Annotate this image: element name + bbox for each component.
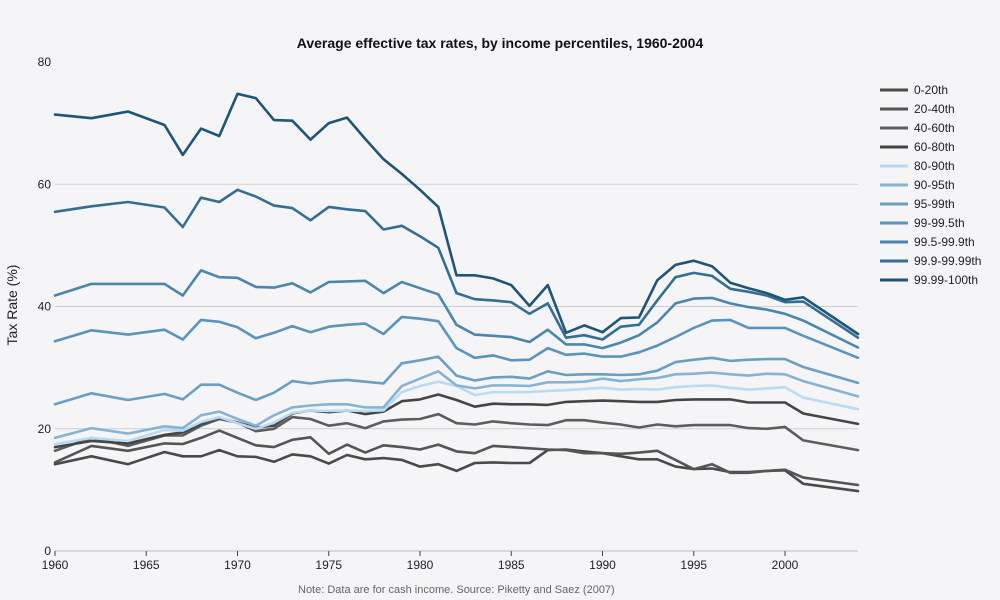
series-line-99.99-100th (53, 92, 860, 336)
series-line-0-20th (53, 448, 860, 493)
x-tick-label: 1990 (589, 558, 616, 572)
chart-title: Average effective tax rates, by income p… (297, 35, 704, 51)
y-tick-label: 40 (38, 300, 52, 314)
legend-label: 99.9-99.99th (914, 254, 981, 268)
x-tick-label: 2000 (772, 558, 799, 572)
x-tick-label: 1970 (224, 558, 251, 572)
legend-label: 20-40th (914, 102, 955, 116)
legend-label: 60-80th (914, 140, 955, 154)
legend-label: 40-60th (914, 121, 955, 135)
legend-label: 99.99-100th (914, 273, 978, 287)
series-line-95-99th (53, 355, 860, 406)
x-axis-ticks: 1960 1965 1970 1975 1980 1985 1990 1995 2000 (42, 550, 858, 572)
legend-label: 0-20th (914, 83, 948, 97)
legend-label: 80-90th (914, 159, 955, 173)
legend-label: 99.5-99.9th (914, 235, 975, 249)
series-lines (53, 92, 860, 493)
series-line-99-99.5th (53, 315, 860, 362)
series-line-20-40th (53, 429, 860, 487)
legend-label: 90-95th (914, 178, 955, 192)
x-tick-label: 1980 (407, 558, 434, 572)
series-line-99.5-99.9th (53, 269, 860, 350)
series-line-90-95th (53, 369, 860, 440)
x-tick-label: 1985 (498, 558, 525, 572)
legend-label: 95-99th (914, 197, 955, 211)
y-tick-label: 60 (38, 177, 52, 191)
y-tick-label: 80 (38, 55, 52, 69)
y-axis-ticks: 0 20 40 60 80 (38, 55, 52, 558)
x-tick-label: 1960 (42, 558, 69, 572)
y-axis-label: Tax Rate (%) (4, 265, 20, 346)
legend-label: 99-99.5th (914, 216, 965, 230)
x-tick-label: 1995 (680, 558, 707, 572)
y-tick-label: 20 (38, 422, 52, 436)
series-line-99.9-99.99th (53, 188, 860, 341)
series-line-80-90th (53, 380, 860, 446)
chart-note: Note: Data are for cash income. Source: … (298, 584, 615, 596)
legend: 0-20th 20-40th 40-60th 60-80th 80-90th 90-95t… (880, 83, 981, 287)
y-tick-label: 0 (44, 544, 51, 558)
x-tick-label: 1965 (133, 558, 160, 572)
x-tick-label: 1975 (315, 558, 342, 572)
